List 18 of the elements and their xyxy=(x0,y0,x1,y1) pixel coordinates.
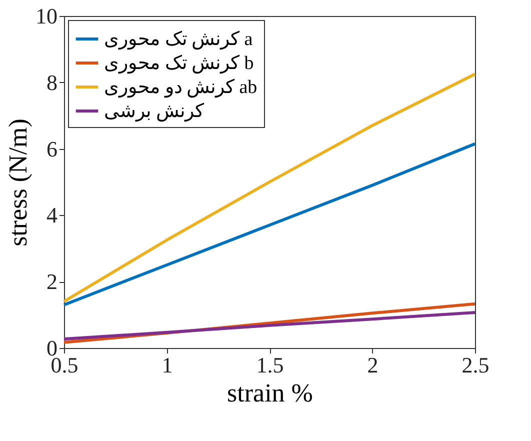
y-tick-label: 2 xyxy=(46,269,58,294)
x-axis-title: strain % xyxy=(227,378,313,408)
legend-label: کرنش تک محوری a xyxy=(104,29,254,50)
y-tick-label: 10 xyxy=(36,4,58,28)
y-tick-label: 6 xyxy=(46,136,58,162)
line-series xyxy=(62,142,476,306)
y-tick-label: 8 xyxy=(46,70,58,95)
y-tick-label: 4 xyxy=(46,202,58,228)
legend-label: کرنش دو محوری ab xyxy=(104,77,258,98)
y-axis-title: stress (N/m) xyxy=(4,118,32,246)
x-tick-label: 1.5 xyxy=(256,352,284,378)
line-series xyxy=(62,72,476,304)
x-tick-label: 2.5 xyxy=(462,352,490,378)
line-series xyxy=(62,310,476,341)
x-tick-label: 1 xyxy=(162,352,173,378)
legend-label: کرنش برشی xyxy=(104,101,205,122)
x-tick-label: 2 xyxy=(367,352,378,378)
legend-label: کرنش تک محوری b xyxy=(104,53,254,74)
